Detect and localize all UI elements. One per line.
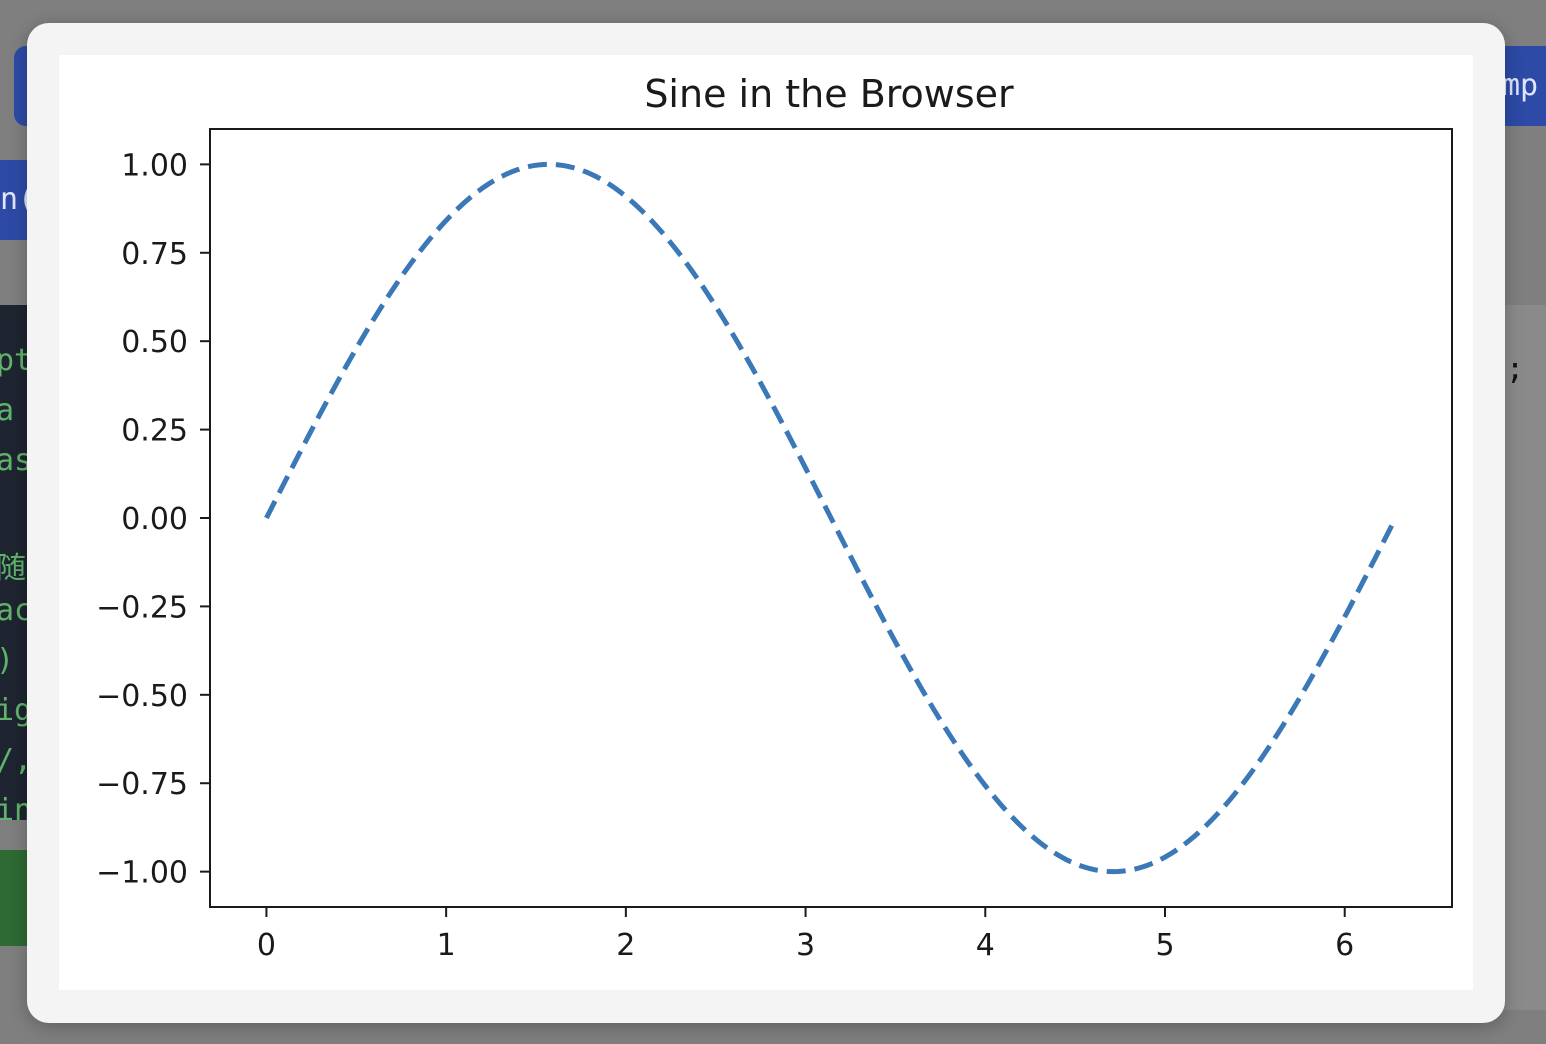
y-tick-label: 1.00 xyxy=(121,148,188,183)
y-axis: 1.00 0.75 0.50 0.25 0.00 −0.25 −0.50 −0.75 −1.00 xyxy=(96,148,210,891)
x-tick-label: 4 xyxy=(976,928,995,963)
y-tick-label: −1.00 xyxy=(96,856,188,891)
background-button-right-text: mp xyxy=(1502,68,1539,103)
x-tick-label: 1 xyxy=(437,928,456,963)
y-tick-label: 0.50 xyxy=(121,325,188,360)
x-axis: 0 1 2 3 4 5 6 xyxy=(257,907,1354,963)
code-line: ig xyxy=(0,693,33,728)
y-tick-label: −0.25 xyxy=(96,590,188,625)
y-tick-label: 0.00 xyxy=(121,502,188,537)
code-line: /, xyxy=(0,743,33,778)
x-tick-label: 5 xyxy=(1155,928,1174,963)
code-line: as xyxy=(0,443,33,478)
x-tick-label: 2 xyxy=(616,928,635,963)
x-tick-label: 0 xyxy=(257,928,276,963)
y-tick-label: −0.75 xyxy=(96,767,188,802)
sine-line xyxy=(264,161,1398,875)
x-tick-label: 6 xyxy=(1335,928,1354,963)
x-tick-label: 3 xyxy=(796,928,815,963)
code-line: pt xyxy=(0,343,33,378)
plot-figure: Sine in the Browser 0 1 2 3 4 5 6 1.00 0.75 0.50… xyxy=(59,55,1473,990)
sine-chart: Sine in the Browser 0 1 2 3 4 5 6 1.00 0.75 0.50… xyxy=(96,72,1453,963)
code-line: ac xyxy=(0,593,33,628)
code-line: in xyxy=(0,793,33,820)
code-line: ) xyxy=(0,643,14,678)
plot-modal[interactable]: Sine in the Browser 0 1 2 3 4 5 6 1.00 0.75 0.50… xyxy=(27,23,1505,1023)
y-tick-label: 0.75 xyxy=(121,237,188,272)
y-tick-label: −0.50 xyxy=(96,679,188,714)
chart-title: Sine in the Browser xyxy=(644,72,1014,116)
code-line: a xyxy=(0,393,15,428)
y-tick-label: 0.25 xyxy=(121,414,188,449)
